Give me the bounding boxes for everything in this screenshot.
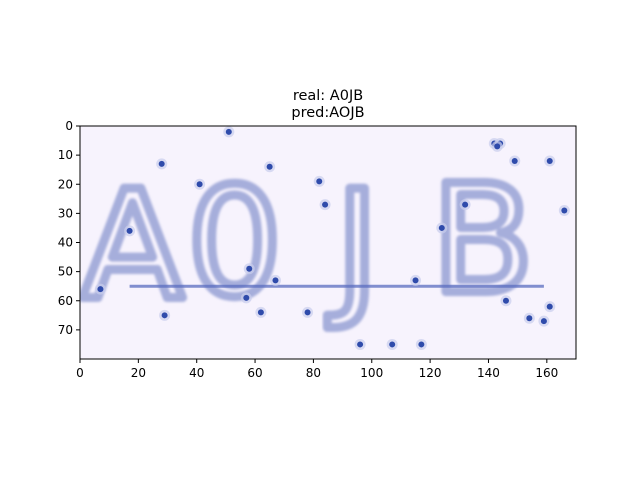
x-tick-label: 160 [535, 366, 558, 380]
y-tick-label: 30 [58, 206, 73, 220]
noise-dot [436, 222, 448, 234]
x-tick-label: 20 [131, 366, 146, 380]
noise-dot [459, 199, 471, 211]
noise-dot [159, 309, 171, 321]
noise-dot [544, 301, 556, 313]
noise-dot [156, 158, 168, 170]
captcha-glyph: A [81, 160, 184, 334]
y-tick-label: 20 [58, 177, 73, 191]
y-tick-label: 0 [65, 119, 73, 133]
y-tick-label: 50 [58, 265, 73, 279]
y-tick-label: 10 [58, 148, 73, 162]
noise-dot [538, 315, 550, 327]
x-axis: 0 20 40 60 80 100 120 140 160 [76, 359, 558, 380]
noise-dot [269, 274, 281, 286]
noise-dot [354, 338, 366, 350]
noise-dot [500, 295, 512, 307]
x-tick-label: 80 [306, 366, 321, 380]
captcha-glyph: B [431, 154, 534, 328]
noise-dot [243, 263, 255, 275]
noise-dot [194, 178, 206, 190]
x-tick-label: 0 [76, 366, 84, 380]
noise-dot [223, 126, 235, 138]
y-tick-label: 40 [58, 236, 73, 250]
noise-dot [240, 292, 252, 304]
x-tick-label: 140 [477, 366, 500, 380]
title-pred: pred:AOJB [291, 105, 364, 121]
title-real: real: A0JB [293, 88, 363, 104]
noise-dot [523, 312, 535, 324]
noise-dot [94, 283, 106, 295]
noise-dot [491, 140, 503, 152]
noise-dot [313, 175, 325, 187]
noise-dot [415, 338, 427, 350]
x-tick-label: 120 [419, 366, 442, 380]
noise-dot [124, 225, 136, 237]
noise-dot [264, 161, 276, 173]
x-tick-label: 60 [247, 366, 262, 380]
y-axis: 0 10 20 30 40 50 60 70 [58, 119, 80, 337]
x-tick-label: 100 [360, 366, 383, 380]
noise-dot [302, 306, 314, 318]
noise-dot [509, 155, 521, 167]
y-tick-label: 60 [58, 294, 73, 308]
y-tick-label: 70 [58, 323, 73, 337]
noise-dot [544, 155, 556, 167]
x-tick-label: 40 [189, 366, 204, 380]
noise-dot [386, 338, 398, 350]
noise-dot [319, 199, 331, 211]
captcha-glyph: J [327, 160, 379, 334]
noise-dot [410, 274, 422, 286]
noise-dot [255, 306, 267, 318]
noise-dot [558, 204, 570, 216]
